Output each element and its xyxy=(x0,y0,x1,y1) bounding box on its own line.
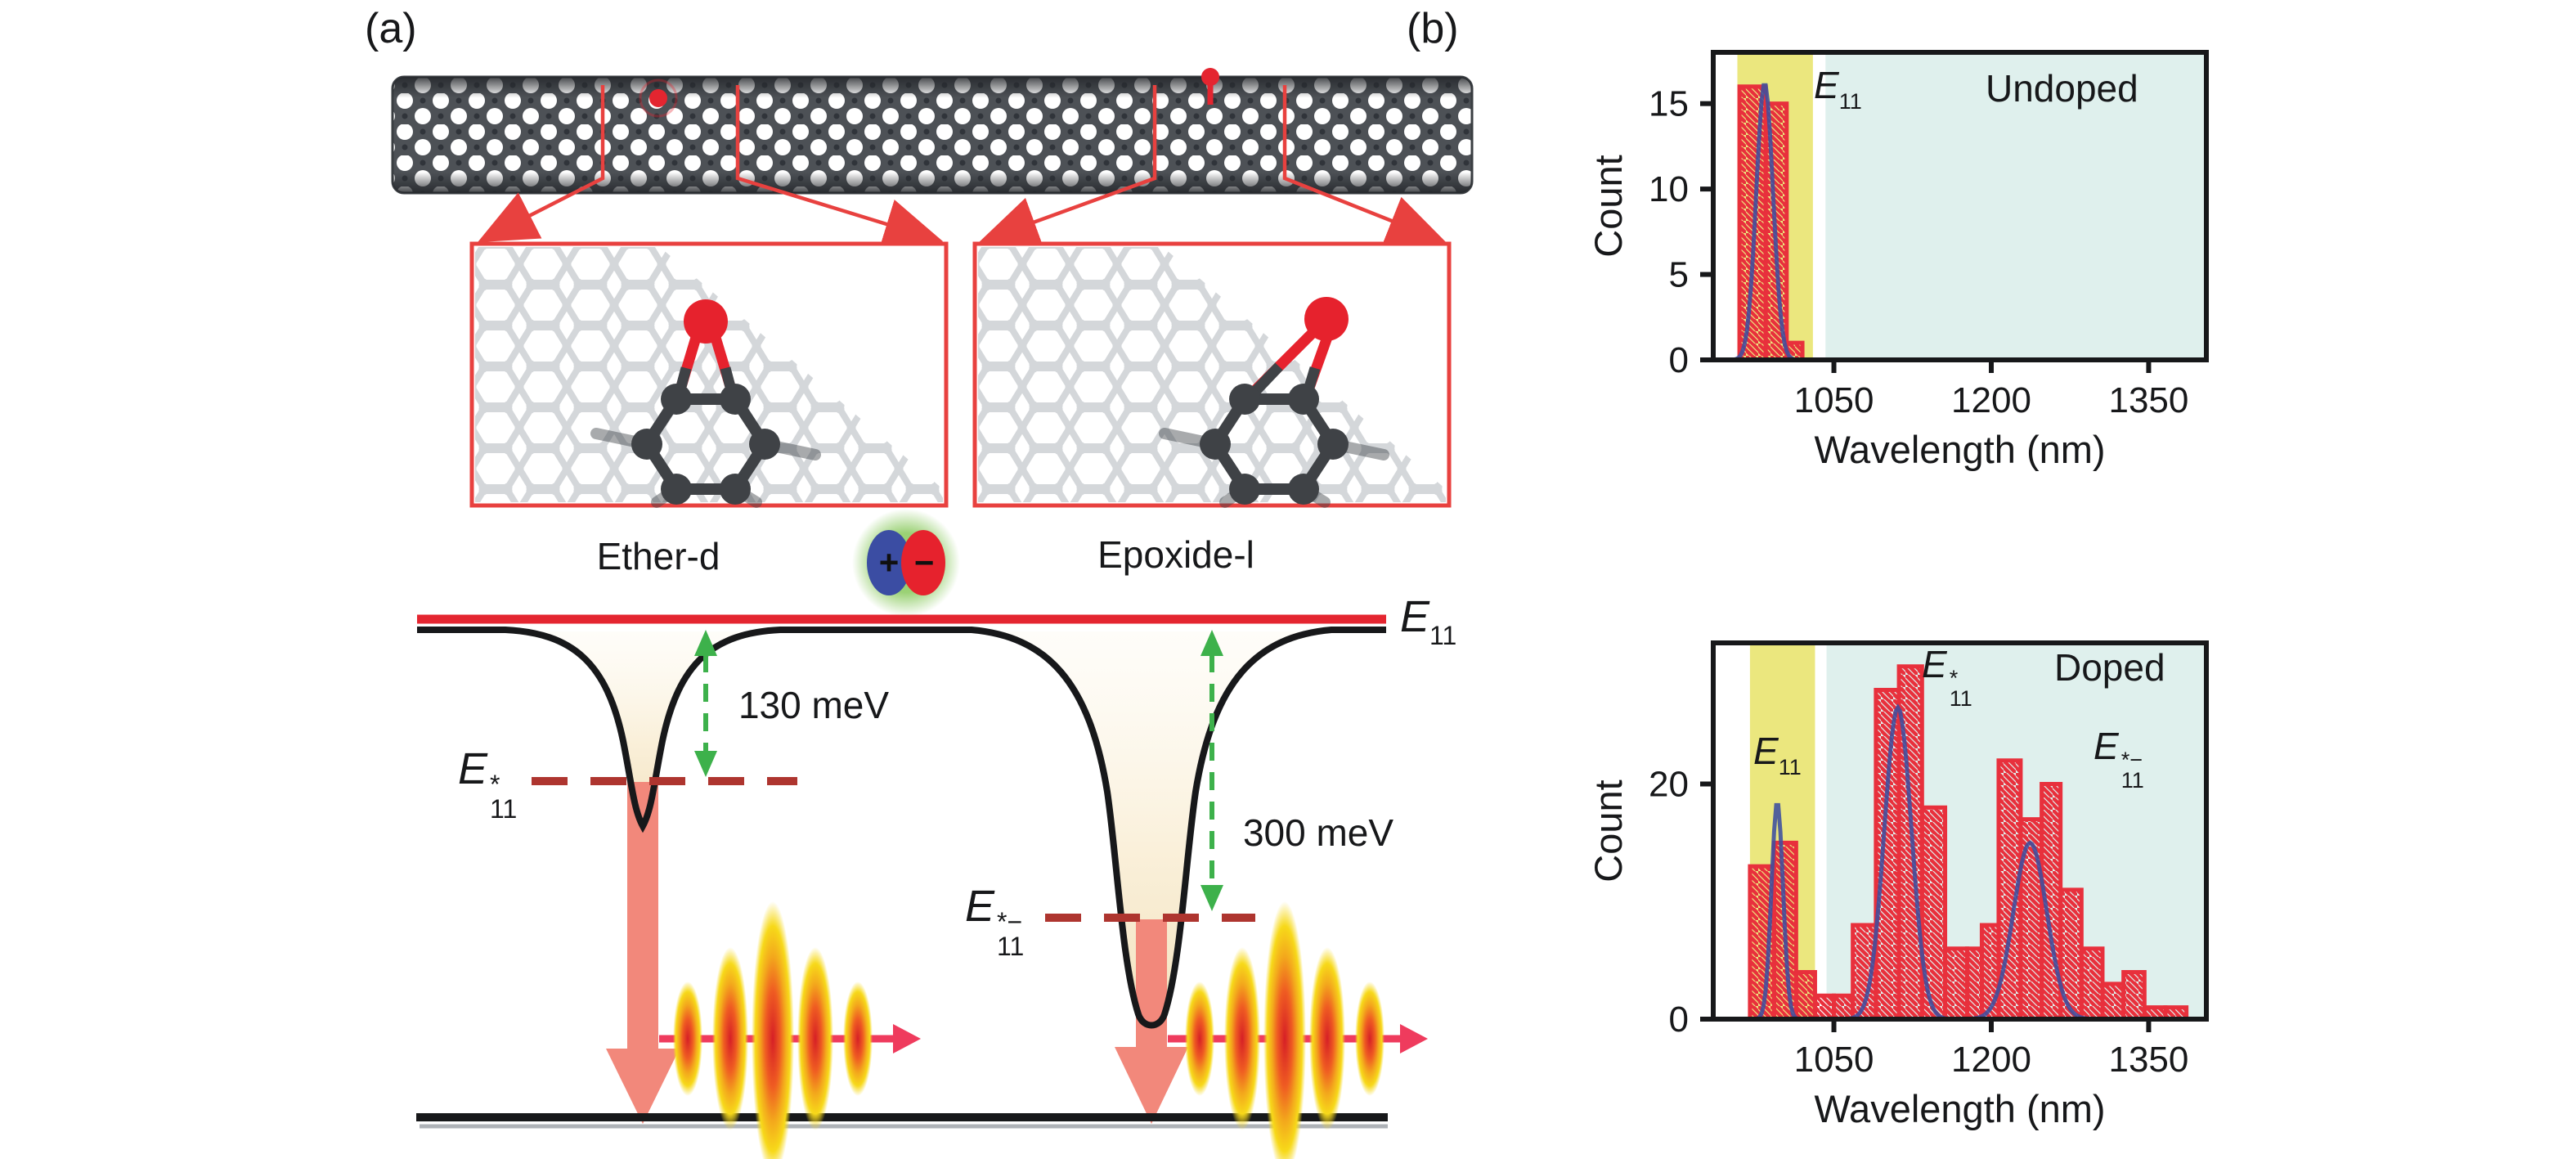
undoped-title: Undoped xyxy=(1986,67,2138,110)
x-axis-label: Wavelength (nm) xyxy=(1814,1087,2105,1130)
energy-diagram-art xyxy=(391,68,1474,1159)
x-tick-label: 1350 xyxy=(2108,380,2188,420)
histogram-bar xyxy=(1943,946,1969,1022)
oxygen-atom xyxy=(684,299,728,344)
e11-level-label: E11 xyxy=(1400,592,1457,650)
doped-title: Doped xyxy=(2054,646,2165,689)
histogram-bar xyxy=(1874,688,1901,1022)
right-trap-depth-label: 300 meV xyxy=(1242,811,1394,854)
ether-d-label: Ether-d xyxy=(596,535,720,577)
undoped-e11-peak-label: E11 xyxy=(1814,64,1862,114)
doped-e11-peak-label: E11 xyxy=(1753,730,1802,779)
right-gap-arrow xyxy=(1200,630,1223,911)
left-emission-arrow xyxy=(606,782,680,1124)
x-tick-label: 1350 xyxy=(2108,1040,2188,1080)
electron-hole-plus xyxy=(867,530,911,595)
histogram-bar xyxy=(1964,946,1984,1022)
right-trap-level-label: E *− 11 xyxy=(965,882,1025,961)
histogram-bar xyxy=(1793,970,1817,1022)
right-potential-well-fill xyxy=(973,631,1330,1027)
right-emission-arrow xyxy=(1115,919,1188,1124)
x-tick-label: 1050 xyxy=(1794,380,1874,420)
x-axis-label: Wavelength (nm) xyxy=(1814,428,2105,471)
x-tick-label: 1200 xyxy=(1951,1040,2031,1080)
left-trap-depth-label: 130 meV xyxy=(738,684,890,726)
defect-site-dot-right xyxy=(1201,68,1219,86)
ether-d-inset xyxy=(469,241,949,508)
exciton-minus-symbol: − xyxy=(913,542,935,582)
exciton-plus-symbol: + xyxy=(878,542,900,582)
y-tick-label: 10 xyxy=(1649,169,1689,209)
electron-hole-minus xyxy=(901,530,945,595)
y-axis-label: Count xyxy=(1586,779,1630,882)
left-gap-arrow xyxy=(694,630,717,777)
histogram-bar xyxy=(2100,982,2126,1022)
histogram-bar xyxy=(2079,946,2105,1022)
left-photon-pulse xyxy=(659,901,921,1159)
y-tick-label: 15 xyxy=(1649,84,1689,124)
defect-emission-band xyxy=(1825,52,2206,360)
epoxide-l-inset xyxy=(972,241,1452,508)
potential-well-curve xyxy=(417,627,1386,1029)
nanotube-illustration xyxy=(391,68,1474,195)
left-trap-level-label: E * 11 xyxy=(458,744,518,824)
plot-frame xyxy=(1711,640,2209,1022)
exciton-icon xyxy=(852,509,960,617)
histogram-bar xyxy=(1812,993,1837,1022)
y-tick-label: 20 xyxy=(1649,765,1689,805)
y-axis-label: Count xyxy=(1586,155,1630,257)
inset-callout-lines xyxy=(477,85,1447,249)
y-tick-label: 0 xyxy=(1669,340,1689,380)
histogram-bar xyxy=(1832,993,1856,1022)
panel-b-label: (b) xyxy=(1407,5,1459,52)
y-tick-label: 0 xyxy=(1669,1000,1689,1040)
x-tick-label: 1050 xyxy=(1794,1040,1874,1080)
left-potential-well-fill xyxy=(507,631,779,828)
plot-frame xyxy=(1711,50,2209,362)
histogram-bar xyxy=(2121,970,2147,1022)
right-photon-pulse xyxy=(1168,901,1428,1159)
faded-lattice xyxy=(475,247,943,502)
doped-e11star-peak-label: E * 11 xyxy=(1922,643,1972,711)
doped-e11starminus-peak-label: E *− 11 xyxy=(2094,725,2144,793)
undoped-histogram: 1050 1200 1350 0 5 10 15 Count Wavelength (nm) xyxy=(1586,50,2209,471)
epoxide-l-label: Epoxide-l xyxy=(1097,533,1254,576)
oxygen-atom xyxy=(1304,297,1349,341)
panel-a-label: (a) xyxy=(365,5,417,52)
doped-histogram: 1050 1200 1350 0 20 Count Wavelength (nm) xyxy=(1586,640,2209,1130)
defect-site-dot-left xyxy=(649,89,667,107)
y-tick-label: 5 xyxy=(1669,255,1689,295)
x-tick-label: 1200 xyxy=(1951,380,2031,420)
